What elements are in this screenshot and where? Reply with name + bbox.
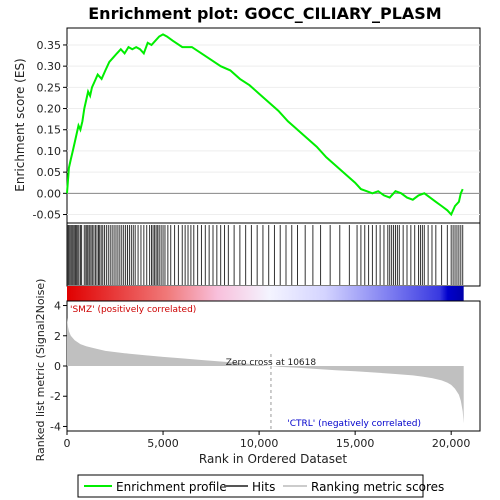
metric-y-tick-label: 4 [54,300,61,313]
metric-y-tick-label: 0 [54,360,61,373]
legend-metric-label: Ranking metric scores [311,480,444,494]
es-y-tick-label: -0.05 [33,209,61,222]
metric-y-ticks: -4 -2 0 2 4 [50,300,67,433]
metric-y-tick-label: -4 [50,420,61,433]
x-axis-ticks: 0 5,000 10,000 15,000 20,000 [64,431,471,450]
es-y-tick-label: 0.05 [37,166,62,179]
es-y-tick-label: 0.30 [37,60,62,73]
metric-panel: -4 -2 0 2 4 'SMZ' (positively correlated) Ze… [34,279,481,462]
x-tick-label: 20,000 [432,437,471,450]
ranking-metric-area [67,317,464,424]
legend-box [77,474,424,498]
x-tick-label: 15,000 [336,437,375,450]
x-axis-label: Rank in Ordered Dataset [199,452,347,466]
zero-cross-label: Zero cross at 10618 [226,358,317,368]
hit-marks [67,225,464,285]
es-y-tick-label: 0.35 [37,39,62,52]
x-tick-label: 5,000 [147,437,179,450]
es-plot-area [66,27,481,224]
es-panel: -0.05 0.00 0.05 0.10 0.15 0.20 0.25 0.30 0.35 En… [13,27,481,224]
x-tick-label: 10,000 [240,437,279,450]
positive-label: 'SMZ' (positively correlated) [70,305,196,315]
metric-y-tick-label: 2 [54,330,61,343]
es-y-tick-label: 0.20 [37,103,62,116]
x-tick-label: 0 [64,437,71,450]
chart-title: Enrichment plot: GOCC_CILIARY_PLASM [88,4,441,23]
es-y-ticks: -0.05 0.00 0.05 0.10 0.15 0.20 0.25 0.30 0.35 [33,39,67,222]
es-y-tick-label: 0.00 [37,187,62,200]
hits-panel [66,222,481,287]
rank-color-bar [67,286,464,301]
es-y-tick-label: 0.10 [37,145,62,158]
es-y-tick-label: 0.25 [37,81,62,94]
negative-label: 'CTRL' (negatively correlated) [287,419,421,429]
es-y-tick-label: 0.15 [37,124,62,137]
metric-y-axis-label: Ranked list metric (Signal2Noise) [34,279,47,462]
legend-hits-label: Hits [252,480,275,494]
metric-y-tick-label: -2 [50,390,61,403]
legend-enrichment-label: Enrichment profile [116,480,227,494]
enrichment-profile-line [66,33,464,217]
legend: Enrichment profile Hits Ranking metric s… [77,474,444,498]
rank-gradient-bar [67,286,464,301]
es-y-axis-label: Enrichment score (ES) [13,58,27,191]
